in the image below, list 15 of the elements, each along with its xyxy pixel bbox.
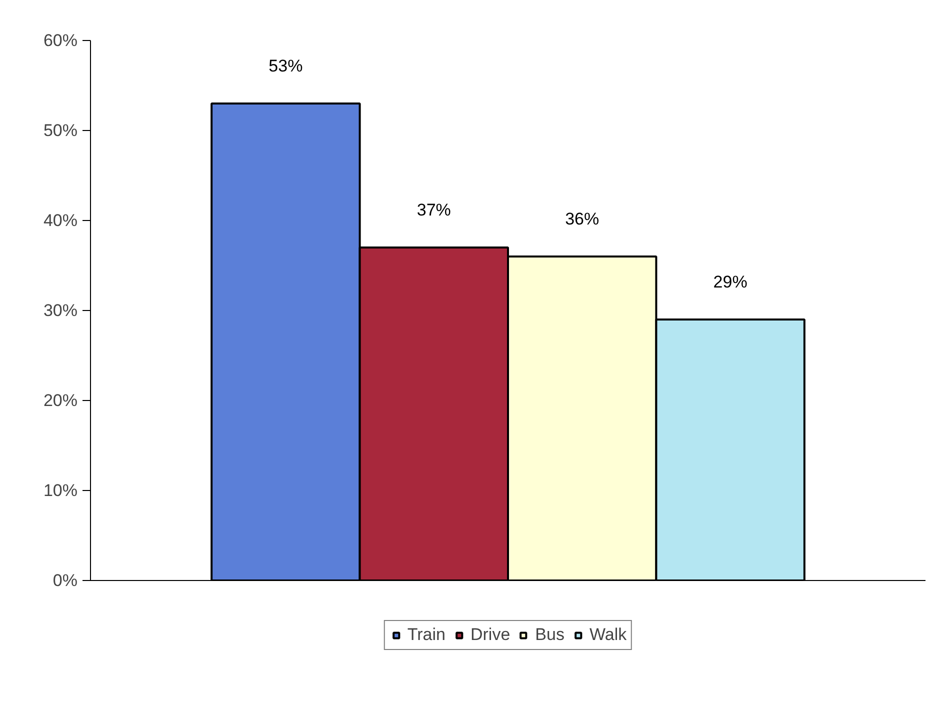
legend-label: Walk <box>589 625 627 645</box>
y-tick-label: 0% <box>52 571 78 590</box>
y-tick-label: 60% <box>43 31 78 50</box>
data-label: 29% <box>713 272 748 292</box>
y-tick-label: 20% <box>43 391 78 410</box>
data-label: 37% <box>416 200 451 220</box>
y-tick-label: 50% <box>43 121 78 140</box>
y-tick-label: 30% <box>43 301 78 320</box>
data-label: 53% <box>268 56 303 76</box>
legend-label: Train <box>407 625 446 645</box>
legend-label: Bus <box>535 625 564 645</box>
y-tick-label: 40% <box>43 211 78 230</box>
data-label: 36% <box>565 210 600 228</box>
y-tick-label: 10% <box>43 481 78 500</box>
legend-label: Drive <box>470 625 510 645</box>
